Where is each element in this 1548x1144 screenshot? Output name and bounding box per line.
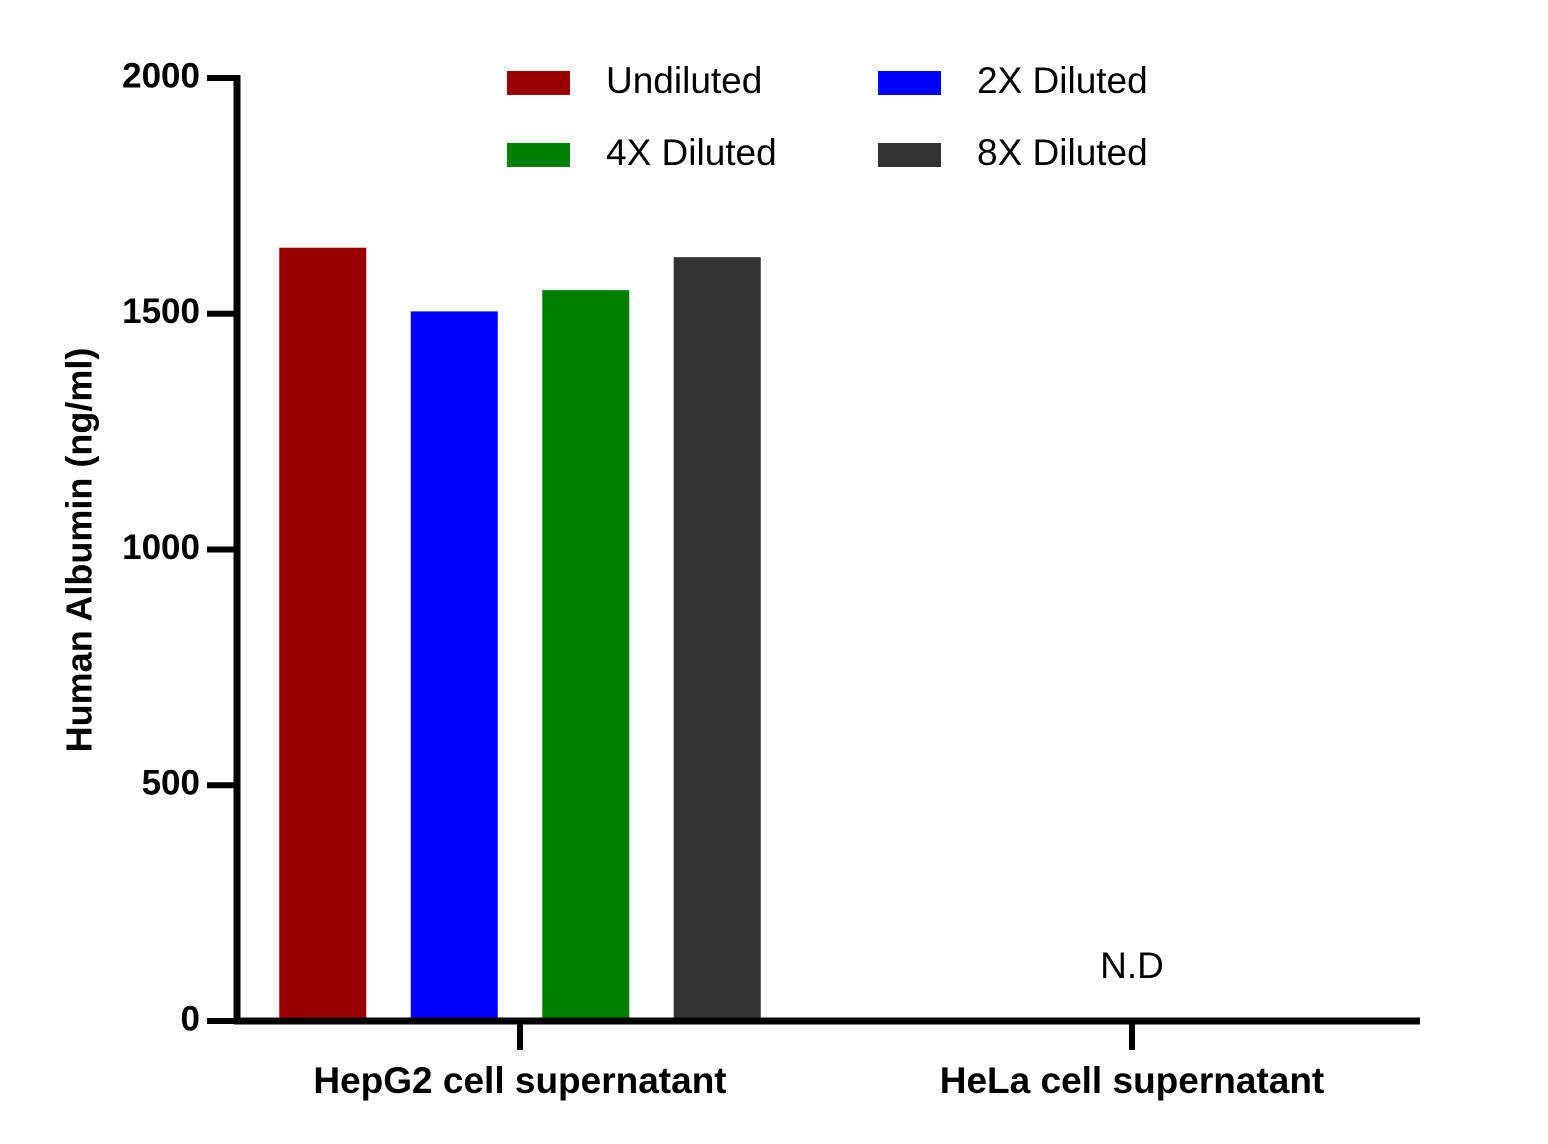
y-tick-label: 500 xyxy=(142,764,200,803)
x-tick-label: HeLa cell supernatant xyxy=(940,1060,1325,1101)
bar-undiluted xyxy=(279,247,367,1022)
bar-2x-diluted xyxy=(410,311,498,1022)
bar-4x-diluted xyxy=(542,290,630,1021)
legend-label: 2X Diluted xyxy=(977,60,1148,101)
legend-label: 4X Diluted xyxy=(606,132,777,173)
x-ticks: HepG2 cell supernatant HeLa cell supernat… xyxy=(313,1021,1324,1101)
legend-label: Undiluted xyxy=(606,60,762,101)
y-tick-label: 0 xyxy=(181,999,200,1038)
bars xyxy=(279,247,761,1022)
y-axis-label: Human Albumin (ng/ml) xyxy=(59,348,100,753)
x-tick-label: HepG2 cell supernatant xyxy=(313,1060,726,1101)
y-tick-label: 1500 xyxy=(122,292,200,331)
legend-swatch xyxy=(878,71,941,95)
annotations: N.D xyxy=(1100,945,1164,986)
nd-annotation: N.D xyxy=(1100,945,1164,986)
y-tick-label: 2000 xyxy=(122,56,200,95)
legend-swatch xyxy=(507,143,570,167)
bar-8x-diluted xyxy=(673,257,761,1021)
y-ticks: 0 500 1000 1500 2000 xyxy=(122,56,237,1038)
legend: Undiluted 2X Diluted 4X Diluted 8X Diluted xyxy=(507,60,1148,173)
legend-swatch xyxy=(507,71,570,95)
y-tick-label: 1000 xyxy=(122,528,200,567)
legend-label: 8X Diluted xyxy=(977,132,1148,173)
legend-swatch xyxy=(878,143,941,167)
